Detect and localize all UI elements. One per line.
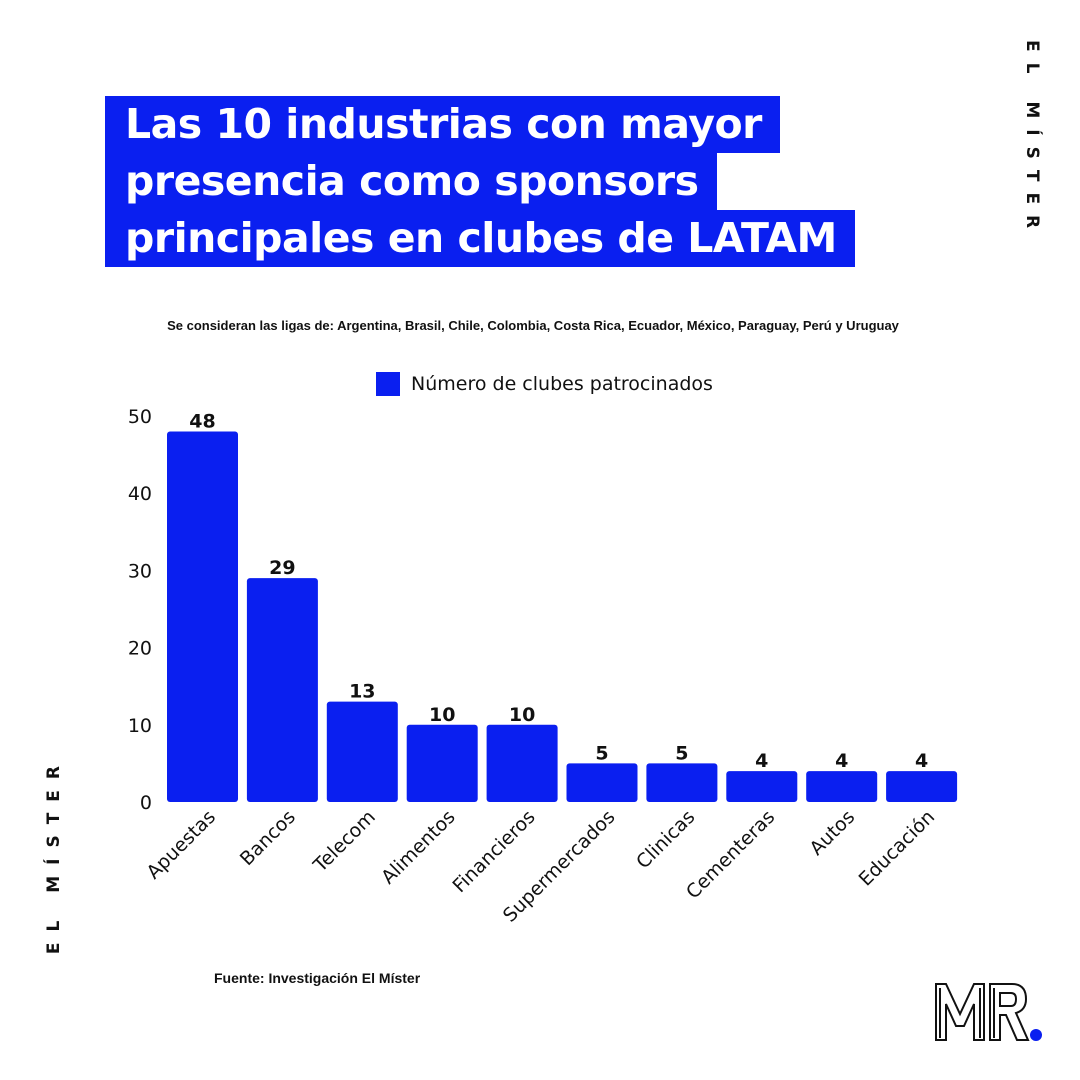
brand-logo (935, 983, 1042, 1041)
chart-subtitle: Se consideran las ligas de: Argentina, B… (167, 318, 899, 333)
x-tick-label: Apuestas (142, 806, 220, 884)
bar-alimentos (406, 724, 478, 802)
bar-clinicas (646, 763, 718, 802)
x-tick-label: Educación (855, 806, 940, 891)
bar-apuestas (167, 431, 238, 802)
legend-swatch (376, 372, 400, 396)
y-tick-label: 40 (128, 483, 152, 505)
data-label: 48 (189, 410, 215, 432)
x-tick-label: Telecom (309, 806, 380, 877)
bar-financieros (486, 724, 558, 802)
y-tick-label: 20 (128, 638, 152, 660)
bar-supermercados (566, 763, 638, 802)
bar-telecom (326, 701, 398, 802)
data-label: 5 (595, 742, 608, 764)
data-label: 29 (269, 557, 295, 579)
x-tick-label: Alimentos (377, 806, 460, 889)
title-line-3: principales en clubes de LATAM (105, 210, 855, 267)
source-note: Fuente: Investigación El Míster (214, 970, 421, 986)
data-label: 4 (835, 750, 848, 772)
y-tick-label: 30 (128, 560, 152, 582)
data-label: 13 (349, 681, 375, 703)
data-label: 4 (755, 750, 768, 772)
x-tick-label: Bancos (236, 806, 300, 870)
title-block: Las 10 industrias con mayor presencia co… (105, 96, 855, 267)
data-label: 10 (429, 704, 455, 726)
y-tick-label: 50 (128, 406, 152, 428)
data-label: 10 (509, 704, 535, 726)
bar-autos (806, 771, 878, 802)
y-tick-label: 10 (128, 715, 152, 737)
title-line-2: presencia como sponsors (105, 153, 717, 210)
x-tick-label: Clinicas (632, 806, 699, 873)
chart-legend: Número de clubes patrocinados (376, 372, 713, 396)
x-tick-label: Autos (805, 806, 859, 860)
data-label: 4 (915, 750, 928, 772)
title-line-1: Las 10 industrias con mayor (105, 96, 780, 153)
bar-bancos (246, 578, 318, 802)
bar-educación (886, 771, 958, 802)
bar-cementeras (726, 771, 798, 802)
data-label: 5 (675, 742, 688, 764)
brand-vertical-top: EL MÍSTER (1022, 40, 1042, 240)
legend-label: Número de clubes patrocinados (411, 373, 713, 395)
y-tick-label: 0 (140, 792, 152, 814)
